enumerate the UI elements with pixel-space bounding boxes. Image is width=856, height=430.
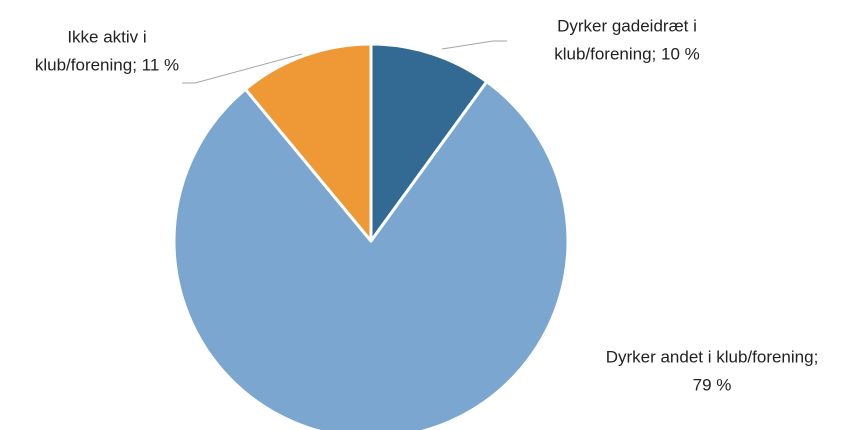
leader-line (182, 53, 303, 84)
data-label: Ikke aktiv i (67, 27, 146, 46)
pie-slice (369, 42, 489, 243)
data-label: Dyrker gadeidræt i (557, 16, 697, 35)
data-label: 79 % (693, 375, 732, 394)
pie-slice (172, 80, 570, 430)
leader-line (441, 40, 507, 50)
data-label: klub/forening; 11 % (35, 55, 179, 74)
data-label: klub/forening; 10 % (554, 44, 700, 63)
pie-slice (243, 42, 373, 243)
data-label: Dyrker andet i klub/forening; (606, 347, 819, 366)
